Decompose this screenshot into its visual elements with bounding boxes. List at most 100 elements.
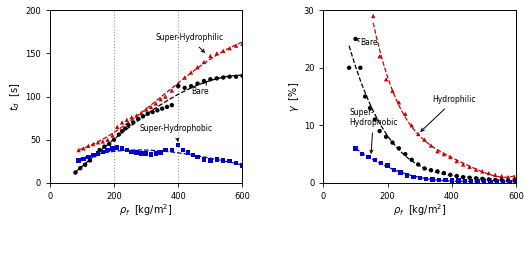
Point bbox=[108, 133, 117, 137]
Point bbox=[193, 65, 202, 69]
Point bbox=[454, 179, 463, 183]
Point bbox=[158, 107, 167, 111]
Point bbox=[134, 117, 143, 121]
Point bbox=[99, 139, 107, 144]
Point bbox=[189, 153, 197, 157]
Point bbox=[187, 70, 195, 74]
Point bbox=[485, 171, 493, 175]
Point bbox=[74, 148, 83, 152]
Point bbox=[467, 179, 475, 183]
Point bbox=[491, 173, 499, 177]
Point bbox=[180, 86, 189, 90]
Point bbox=[409, 175, 418, 179]
Point bbox=[184, 151, 192, 155]
Point bbox=[74, 158, 83, 163]
Point bbox=[113, 125, 122, 129]
Point bbox=[213, 76, 221, 81]
Point bbox=[420, 138, 429, 142]
Point bbox=[174, 84, 182, 88]
Text: Bare: Bare bbox=[191, 82, 209, 96]
Point bbox=[99, 150, 107, 154]
Point bbox=[121, 126, 129, 131]
Point bbox=[147, 105, 155, 109]
Point bbox=[453, 159, 461, 163]
Point bbox=[429, 177, 437, 181]
Point bbox=[382, 135, 390, 139]
X-axis label: $\rho_f$  [kg/m$^2$]: $\rho_f$ [kg/m$^2$] bbox=[393, 202, 446, 218]
Point bbox=[364, 155, 373, 159]
Point bbox=[408, 158, 416, 162]
Point bbox=[161, 94, 170, 99]
X-axis label: $\rho_f$  [kg/m$^2$]: $\rho_f$ [kg/m$^2$] bbox=[119, 202, 173, 218]
Point bbox=[84, 144, 93, 148]
Point bbox=[129, 120, 137, 124]
Point bbox=[403, 173, 411, 178]
Point bbox=[113, 146, 122, 150]
Point bbox=[396, 170, 405, 174]
Point bbox=[156, 151, 165, 155]
Point bbox=[422, 177, 430, 181]
Point bbox=[493, 180, 501, 184]
Point bbox=[375, 129, 384, 133]
Text: Super-Hydrophobic: Super-Hydrophobic bbox=[140, 124, 213, 141]
Point bbox=[103, 138, 112, 142]
Point bbox=[84, 155, 93, 159]
Point bbox=[472, 176, 480, 180]
Point bbox=[369, 14, 377, 18]
Point bbox=[414, 162, 422, 166]
Point bbox=[219, 49, 227, 53]
Point bbox=[206, 54, 214, 58]
Point bbox=[100, 145, 108, 149]
Point bbox=[225, 46, 234, 50]
Point bbox=[193, 155, 202, 159]
Point bbox=[427, 168, 435, 172]
Point bbox=[168, 103, 176, 107]
Point bbox=[472, 168, 480, 172]
Point bbox=[91, 153, 99, 157]
Point bbox=[232, 75, 241, 79]
Point bbox=[485, 177, 493, 181]
Point bbox=[156, 97, 165, 101]
Point bbox=[168, 88, 176, 92]
Point bbox=[200, 60, 208, 64]
Point bbox=[486, 180, 495, 184]
Point bbox=[459, 175, 467, 179]
Point bbox=[105, 142, 113, 146]
Point bbox=[238, 74, 247, 78]
Point bbox=[232, 161, 241, 165]
Point bbox=[95, 148, 104, 152]
Point bbox=[187, 84, 195, 88]
Point bbox=[118, 146, 126, 150]
Point bbox=[408, 123, 416, 127]
Text: Super-
Hydrophobic: Super- Hydrophobic bbox=[349, 108, 398, 153]
Point bbox=[103, 148, 112, 152]
Point bbox=[206, 158, 214, 163]
Point bbox=[118, 120, 126, 124]
Point bbox=[375, 54, 384, 58]
Point bbox=[132, 151, 140, 155]
Point bbox=[352, 37, 360, 41]
Point bbox=[89, 153, 97, 157]
Text: Bare: Bare bbox=[357, 38, 378, 47]
Point bbox=[206, 77, 214, 81]
Point bbox=[395, 146, 403, 150]
Point bbox=[388, 140, 397, 145]
Point bbox=[137, 151, 146, 155]
Point bbox=[108, 146, 117, 150]
Point bbox=[433, 169, 442, 173]
Point bbox=[94, 151, 102, 155]
Point bbox=[345, 66, 353, 70]
Point bbox=[123, 118, 131, 122]
Point bbox=[71, 170, 80, 174]
Point bbox=[370, 118, 379, 122]
Point bbox=[506, 180, 514, 184]
Point bbox=[480, 179, 488, 183]
Point bbox=[446, 155, 454, 159]
Point bbox=[465, 176, 474, 180]
Point bbox=[123, 148, 131, 152]
Point bbox=[401, 152, 410, 156]
Point bbox=[427, 144, 435, 148]
Y-axis label: $\gamma$  [%]: $\gamma$ [%] bbox=[287, 82, 301, 112]
Point bbox=[219, 158, 227, 163]
Point bbox=[200, 157, 208, 162]
